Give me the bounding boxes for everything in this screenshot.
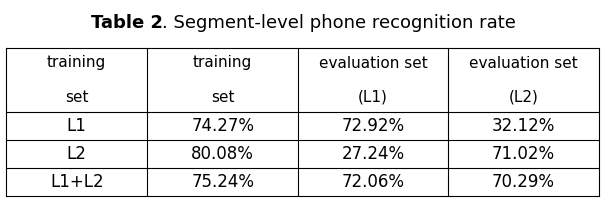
Text: 72.92%: 72.92%	[342, 117, 404, 135]
Text: evaluation set: evaluation set	[469, 55, 578, 71]
Text: training: training	[47, 55, 106, 71]
Text: 27.24%: 27.24%	[342, 145, 404, 163]
Text: set: set	[65, 90, 88, 104]
Text: 72.06%: 72.06%	[342, 173, 404, 191]
Text: 74.27%: 74.27%	[191, 117, 254, 135]
Text: L2: L2	[66, 145, 87, 163]
Text: training: training	[193, 55, 253, 71]
Text: Table 2: Table 2	[91, 14, 163, 32]
Text: 71.02%: 71.02%	[492, 145, 555, 163]
Text: 70.29%: 70.29%	[492, 173, 555, 191]
Text: (L1): (L1)	[358, 90, 388, 104]
Text: L1+L2: L1+L2	[50, 173, 104, 191]
Text: 80.08%: 80.08%	[191, 145, 254, 163]
Text: L1: L1	[66, 117, 87, 135]
Text: 75.24%: 75.24%	[191, 173, 254, 191]
Text: evaluation set: evaluation set	[318, 55, 428, 71]
Text: (L2): (L2)	[509, 90, 539, 104]
Text: 32.12%: 32.12%	[492, 117, 555, 135]
Text: set: set	[211, 90, 234, 104]
Text: . Segment-level phone recognition rate: . Segment-level phone recognition rate	[162, 14, 515, 32]
